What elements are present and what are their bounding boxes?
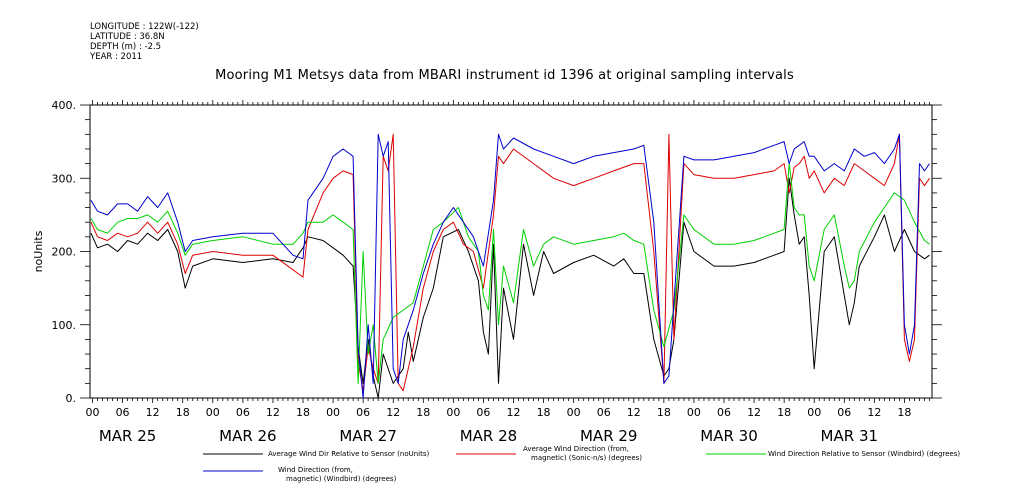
latitude-text: LATITUDE : 36.8N — [90, 32, 165, 42]
x-hour-label: 18 — [657, 406, 671, 419]
legend-label-4: magnetic) (Windbird) (degrees) — [286, 475, 397, 483]
data-layer — [90, 133, 930, 399]
x-hour-label: 06 — [116, 406, 130, 419]
legend-label-1: Average Wind Dir Relative to Sensor (noU… — [268, 450, 429, 458]
x-day-label: MAR 31 — [821, 427, 878, 445]
legend-label-2: magnetic) (Sonic-n/s) (degrees) — [531, 454, 642, 462]
x-hour-label: 06 — [356, 406, 370, 419]
x-hour-label: 00 — [86, 406, 100, 419]
y-tick-label: 400. — [52, 99, 77, 112]
y-tick-label: 0. — [66, 392, 77, 405]
y-tick-label: 300. — [52, 172, 77, 185]
x-day-label: MAR 25 — [99, 427, 156, 445]
metadata-block: LONGITUDE : 122W(-122) LATITUDE : 36.8N … — [90, 22, 199, 62]
longitude-text: LONGITUDE : 122W(-122) — [90, 22, 199, 32]
series-line-1 — [90, 177, 930, 399]
x-hour-label: 00 — [206, 406, 220, 419]
x-hour-label: 00 — [326, 406, 340, 419]
x-hour-label: 18 — [897, 406, 911, 419]
x-hour-label: 12 — [507, 406, 521, 419]
x-day-label: MAR 26 — [219, 427, 276, 445]
series-line-2 — [90, 133, 930, 392]
x-hour-label: 00 — [446, 406, 460, 419]
x-hour-label: 06 — [597, 406, 611, 419]
x-day-label: MAR 27 — [339, 427, 396, 445]
x-day-label: MAR 29 — [580, 427, 637, 445]
x-hour-label: 12 — [627, 406, 641, 419]
series-line-3 — [90, 163, 930, 384]
x-hour-label: 12 — [867, 406, 881, 419]
year-text: YEAR : 2011 — [90, 52, 143, 62]
x-hour-label: 00 — [687, 406, 701, 419]
legend-label-2: Average Wind Direction (from, — [523, 445, 629, 453]
axes-layer — [80, 100, 942, 403]
x-hour-label: 18 — [296, 406, 310, 419]
x-hour-label: 12 — [386, 406, 400, 419]
x-hour-label: 12 — [266, 406, 280, 419]
x-hour-label: 18 — [416, 406, 430, 419]
x-hour-label: 06 — [717, 406, 731, 419]
x-day-label: MAR 28 — [460, 427, 517, 445]
x-hour-label: 06 — [837, 406, 851, 419]
y-tick-label: 200. — [52, 246, 77, 259]
x-hour-label: 18 — [537, 406, 551, 419]
x-hour-label: 18 — [777, 406, 791, 419]
chart-title: Mooring M1 Metsys data from MBARI instru… — [215, 68, 794, 83]
x-hour-label: 06 — [236, 406, 250, 419]
x-hour-label: 06 — [476, 406, 490, 419]
y-tick-label: 100. — [52, 319, 77, 332]
depth-text: DEPTH (m) : -2.5 — [90, 42, 162, 52]
legend-label-3: Wind Direction Relative to Sensor (Windb… — [768, 450, 960, 458]
x-hour-label: 12 — [146, 406, 160, 419]
y-axis-label: noUnits — [32, 230, 45, 272]
legend-layer: Average Wind Dir Relative to Sensor (noU… — [203, 445, 960, 483]
legend-label-4: Wind Direction (from, — [278, 466, 353, 474]
x-hour-label: 00 — [567, 406, 581, 419]
x-hour-label: 00 — [807, 406, 821, 419]
label-layer: 0. 100. 200. 300. 400. noUnits 00 06 12 18 00 06 12 1… — [32, 99, 911, 445]
x-day-label: MAR 30 — [700, 427, 757, 445]
series-line-4 — [90, 133, 930, 399]
x-hour-label: 18 — [176, 406, 190, 419]
x-hour-label: 12 — [747, 406, 761, 419]
